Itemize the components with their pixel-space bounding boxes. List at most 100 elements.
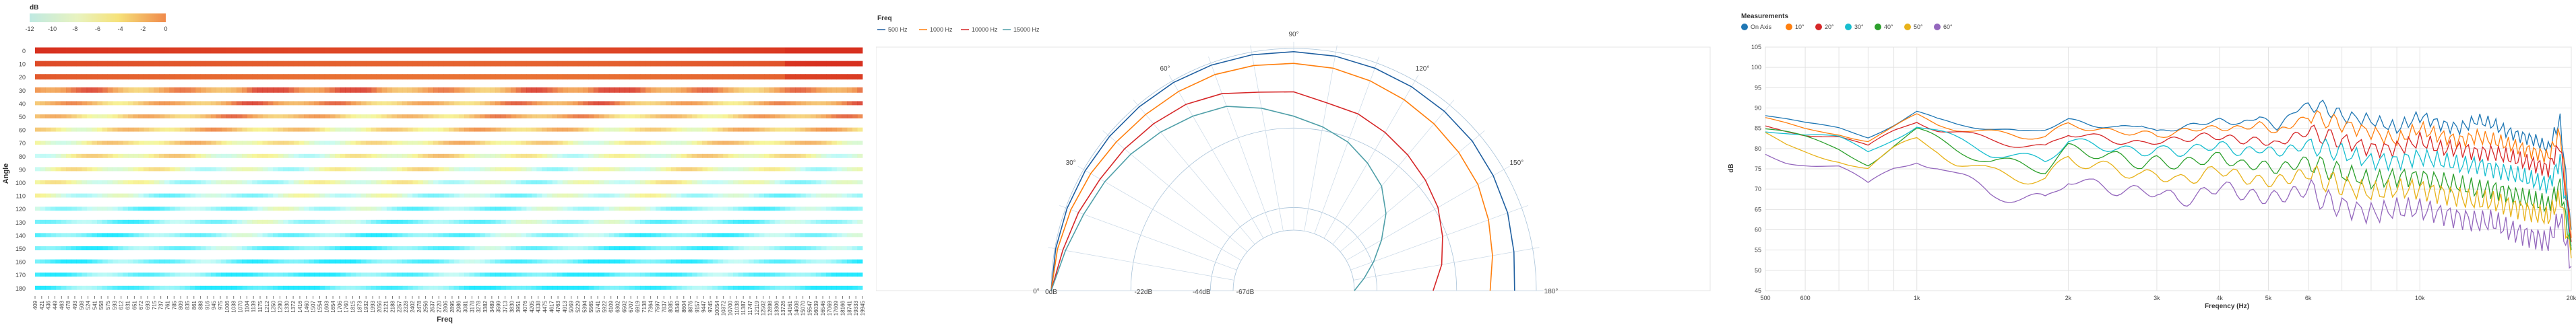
heatmap-cell	[552, 167, 558, 172]
heatmap-cell	[366, 61, 372, 67]
heatmap-cell	[438, 47, 444, 54]
heatmap-cell	[687, 87, 693, 93]
heatmap-cell	[82, 207, 88, 211]
heatmap-cell	[206, 127, 212, 132]
heatmap-cell	[490, 207, 496, 211]
heatmap-cell	[759, 193, 765, 198]
heatmap-cell	[474, 272, 480, 277]
heatmap-freq-tick-label: 6919	[635, 300, 641, 312]
heatmap-cell	[175, 259, 181, 264]
heatmap-cell	[262, 285, 268, 290]
heatmap-cell	[40, 233, 46, 237]
heatmap-cell	[722, 87, 728, 93]
heatmap-cell	[681, 61, 687, 67]
heatmap-cell	[593, 246, 599, 250]
heatmap-cell	[671, 114, 677, 118]
heatmap-cell	[505, 114, 511, 118]
heatmap-cell	[790, 219, 796, 224]
heatmap-cell	[650, 74, 656, 80]
heatmap-cell	[102, 114, 108, 118]
heatmap-cell	[66, 61, 72, 67]
heatmap-cell	[666, 180, 672, 184]
heatmap-cell	[402, 61, 408, 67]
heatmap-cell	[604, 114, 610, 118]
heatmap-cell	[635, 259, 641, 264]
heatmap-cell	[350, 246, 356, 250]
heatmap-cell	[397, 127, 403, 132]
heatmap-cell	[500, 101, 506, 106]
heatmap-cell	[826, 180, 832, 184]
heatmap-cell	[790, 74, 796, 80]
heatmap-cell	[200, 207, 206, 211]
heatmap-cell	[511, 180, 517, 184]
heatmap-cell	[231, 180, 237, 184]
heatmap-cell	[138, 233, 144, 237]
heatmap-cell	[464, 74, 470, 80]
heatmap-cell	[464, 153, 470, 158]
heatmap-cell	[231, 74, 237, 80]
heatmap-cell	[490, 246, 496, 250]
heatmap-freq-tick-label: 945	[211, 300, 217, 309]
heatmap-cell	[753, 233, 759, 237]
heatmap-cell	[490, 272, 496, 277]
heatmap-cell	[660, 114, 666, 118]
heatmap-cell	[438, 167, 444, 172]
heatmap-cell	[138, 167, 144, 172]
heatmap-cell	[335, 74, 341, 80]
heatmap-cell	[40, 74, 46, 80]
heatmap-cell	[624, 47, 631, 54]
heatmap-cell	[604, 233, 610, 237]
polar-angle-label: 0°	[1033, 288, 1040, 295]
heatmap-cell	[304, 127, 310, 132]
heatmap-cell	[577, 219, 584, 224]
heatmap-cell	[86, 193, 92, 198]
heatmap-cell	[376, 127, 382, 132]
heatmap-cell	[753, 193, 759, 198]
heatmap-cell	[386, 272, 392, 277]
heatmap-cell	[175, 61, 181, 67]
heatmap-cell	[407, 141, 413, 145]
heatmap-cell	[645, 167, 651, 172]
heatmap-freq-tick-label: 6502	[621, 300, 627, 312]
heatmap-cell	[774, 233, 780, 237]
heatmap-cell	[645, 233, 651, 237]
heatmap-cell	[505, 74, 511, 80]
heatmap-cell	[831, 167, 838, 172]
heatmap-cell	[159, 233, 165, 237]
heatmap-cell	[733, 61, 739, 67]
heatmap-freq-tick-label: 612	[119, 300, 125, 309]
heatmap-cell	[324, 246, 330, 250]
heatmap-cell	[469, 101, 475, 106]
heatmap-cell	[469, 47, 475, 54]
heatmap-cell	[852, 87, 858, 93]
heatmap-cell	[707, 47, 713, 54]
heatmap-cell	[200, 167, 206, 172]
heatmap-cell	[464, 259, 470, 264]
response-y-tick: 45	[1755, 287, 1761, 294]
heatmap-cell	[443, 141, 449, 145]
heatmap-cell	[769, 61, 775, 67]
heatmap-freq-tick-label: 1654	[330, 300, 336, 312]
response-x-tick: 4k	[2216, 295, 2223, 301]
heatmap-cell	[774, 193, 780, 198]
heatmap-cell	[190, 219, 196, 224]
heatmap-cell	[635, 141, 641, 145]
response-legend-swatch	[1786, 24, 1792, 30]
heatmap-cell	[55, 61, 61, 67]
response-series-line	[1765, 127, 2572, 250]
heatmap-cell	[780, 87, 786, 93]
heatmap-cell	[402, 233, 408, 237]
heatmap-cell	[500, 246, 506, 250]
heatmap-cell	[759, 101, 765, 106]
heatmap-cell	[681, 127, 687, 132]
heatmap-cell	[718, 127, 724, 132]
heatmap-cell	[552, 233, 558, 237]
heatmap-freq-tick-label: 12119	[754, 300, 760, 315]
heatmap-cell	[722, 259, 728, 264]
heatmap-cell	[790, 127, 796, 132]
heatmap-cell	[123, 180, 129, 184]
heatmap-cell	[97, 74, 103, 80]
heatmap-cell	[366, 114, 372, 118]
heatmap-freq-tick-label: 4205	[529, 300, 535, 312]
heatmap-cell	[92, 127, 98, 132]
